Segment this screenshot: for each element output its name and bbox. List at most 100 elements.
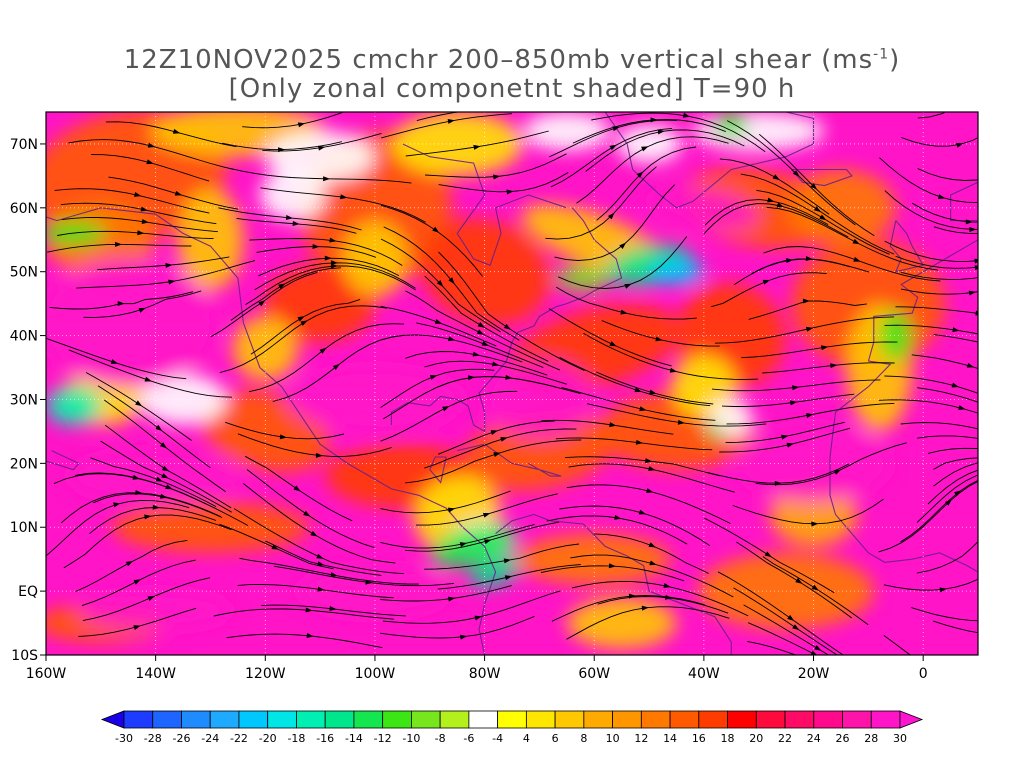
streamline-arrow [648, 466, 656, 472]
lat-axis: 10S EQ 10N 20N 30N 40N 50N 60N 70N [10, 137, 46, 664]
streamline-arrow [646, 488, 654, 493]
streamline [572, 119, 726, 144]
streamline-arrow [472, 351, 480, 357]
coastline [390, 207, 623, 433]
streamline-arrow [764, 551, 772, 558]
colorbar-box [209, 710, 240, 729]
shade-region [391, 112, 523, 176]
streamline-arrow [279, 434, 287, 440]
streamline-arrow [312, 243, 320, 249]
streamline-arrow [165, 262, 173, 268]
streamline-arrow [663, 583, 671, 588]
streamline [933, 462, 978, 487]
shade-region [517, 533, 671, 585]
lon-tick-label: 100W [355, 666, 396, 682]
streamline [755, 442, 907, 486]
streamline [63, 514, 232, 569]
colorbar-label: -6 [463, 732, 474, 745]
streamline [933, 457, 978, 470]
streamline-arrow [638, 509, 647, 515]
streamline-arrow [285, 215, 294, 220]
shade-region [703, 425, 726, 438]
colorbar-label: -12 [374, 732, 392, 745]
streamline [927, 469, 978, 505]
lat-tick-label: 10N [10, 520, 38, 536]
streamline [548, 308, 672, 367]
colorbar-label: 16 [692, 732, 706, 745]
streamline-arrow [258, 300, 266, 307]
streamline-arrow [956, 143, 964, 148]
streamline-arrow [168, 279, 176, 285]
colorbar-label: -16 [316, 732, 334, 745]
lon-tick-label: 120W [245, 666, 286, 682]
streamline-arrow [786, 442, 795, 448]
streamline [105, 121, 237, 148]
coastline [402, 143, 567, 267]
streamline-arrow [330, 260, 338, 266]
streamline-arrow [310, 530, 318, 537]
streamline [424, 428, 577, 469]
streamline [438, 251, 585, 372]
streamline [736, 541, 853, 619]
streamline-arrow [144, 514, 152, 520]
colorbar-box [640, 710, 671, 729]
colorbar-max-arrow [899, 710, 924, 729]
chart-title-line2: [Only zonal componetnt shaded] T=90 h [228, 74, 796, 104]
streamline-arrow [133, 625, 141, 631]
streamline [911, 607, 978, 622]
shade-region [265, 131, 375, 183]
streamline-arrow [969, 226, 977, 232]
streamline [213, 608, 394, 620]
streamline [57, 230, 214, 240]
colorbar-box [468, 710, 499, 729]
streamline [61, 217, 218, 233]
streamline-arrow [319, 347, 327, 354]
shade-region [265, 265, 375, 342]
streamline [583, 333, 759, 380]
streamline [884, 240, 978, 262]
shade-region [649, 258, 704, 285]
colorbar-box [755, 710, 786, 729]
streamline-arrow [677, 419, 686, 425]
streamline [74, 472, 249, 526]
streamline-arrow [951, 382, 959, 388]
streamline [97, 256, 230, 271]
colorbar-label: -18 [287, 732, 305, 745]
streamline-arrow [160, 442, 168, 449]
colorbar-label: -4 [492, 732, 503, 745]
colorbar-label: -20 [259, 732, 277, 745]
streamline-arrow [607, 212, 615, 220]
streamline-arrow [996, 448, 1004, 454]
streamline-arrow [650, 117, 658, 123]
streamline [591, 112, 766, 153]
streamlines [46, 112, 1004, 655]
streamline [586, 403, 767, 427]
streamline-arrow [459, 634, 468, 640]
streamline [732, 498, 884, 525]
colorbar-label: -22 [230, 732, 248, 745]
lon-tick-label: 140W [135, 666, 176, 682]
streamline [239, 557, 419, 585]
streamline-arrow [317, 586, 325, 592]
streamline-arrow [329, 606, 337, 612]
colorbar-label: -26 [172, 732, 190, 745]
coastline [867, 239, 978, 362]
colorbar-box [842, 710, 872, 729]
coastline [791, 168, 853, 187]
colorbar-label: -14 [345, 732, 363, 745]
streamline-arrow [493, 452, 501, 458]
colorbar-label: -24 [201, 732, 219, 745]
streamline [884, 190, 978, 230]
streamline-arrow [810, 183, 818, 190]
colorbar-box [181, 710, 211, 729]
streamline [895, 255, 978, 269]
streamline-arrow [966, 362, 975, 368]
streamline-arrow [958, 405, 966, 410]
shade-region [78, 591, 233, 630]
streamline-arrow [474, 615, 482, 621]
streamline-arrow [682, 112, 691, 118]
map-frame [45, 111, 979, 656]
streamline [541, 419, 674, 435]
streamline-arrow [503, 558, 512, 564]
shade-region [649, 186, 758, 229]
